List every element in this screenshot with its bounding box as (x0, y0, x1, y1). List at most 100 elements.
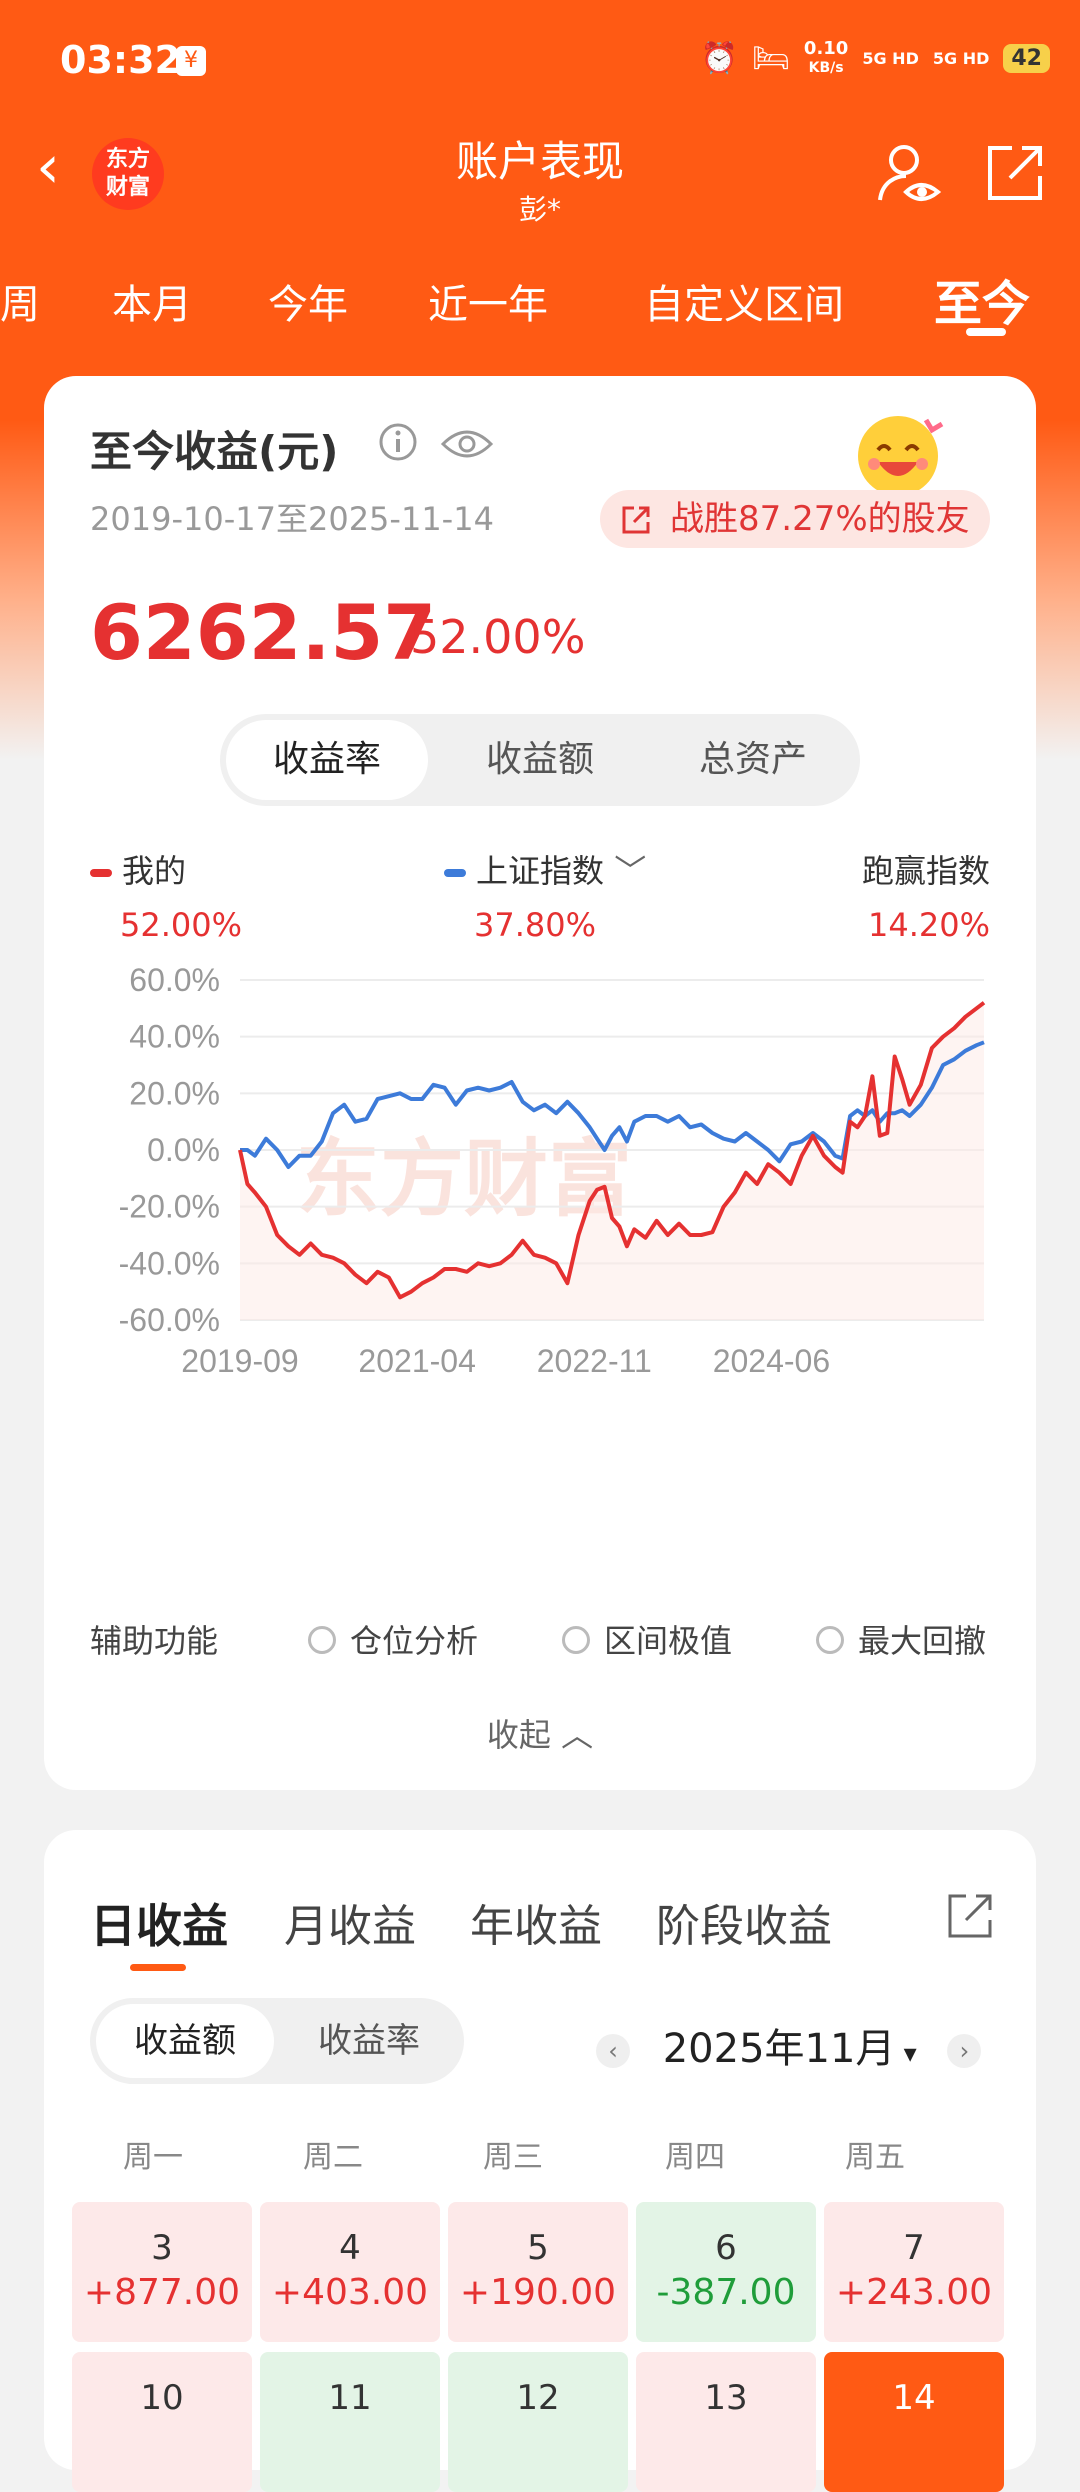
day-cell[interactable]: 11 (260, 2352, 440, 2492)
eye-icon[interactable] (440, 426, 494, 462)
net-speed: 0.10 KB/s (803, 38, 849, 77)
share-small-icon (622, 506, 650, 534)
legend-mine-swatch (90, 869, 112, 877)
day-cell[interactable]: 5 +190.00 (448, 2202, 628, 2342)
tab-custom-range[interactable]: 自定义区间 (644, 282, 844, 328)
status-time: 03:32 (60, 38, 181, 82)
info-icon[interactable] (378, 422, 418, 462)
tab-week[interactable]: 周 (0, 282, 40, 328)
y-tick-label: 20.0% (129, 1075, 220, 1111)
day-cell[interactable]: 7 +243.00 (824, 2202, 1004, 2342)
bed-icon: 🛏 (751, 41, 790, 76)
option-range-extremes[interactable]: 区间极值 (562, 1616, 732, 1662)
tab-total-assets[interactable]: 总资产 (698, 739, 807, 780)
legend-index-swatch (444, 869, 466, 877)
chevron-left-icon[interactable]: ‹ (596, 2034, 630, 2068)
radio-icon (308, 1626, 336, 1654)
weekday-mon: 周一 (123, 2140, 183, 2175)
chevron-up-icon: ︿ (561, 1716, 594, 1754)
weekday-thu: 周四 (665, 2140, 725, 2175)
period-tabs: 周 本月 今年 近一年 自定义区间 至今 (0, 272, 1080, 336)
performance-card: 至今收益(元) 2019-10-17至2025-11-14 战胜87.27%的股… (44, 376, 1036, 1790)
radio-icon (816, 1626, 844, 1654)
income-calendar-card: 日收益 月收益 年收益 阶段收益 收益额 收益率 ‹ 2025年11月 ▾ › … (44, 1830, 1036, 2492)
radio-icon (562, 1626, 590, 1654)
y-tick-label: -40.0% (119, 1245, 220, 1281)
month-selector: ‹ 2025年11月 ▾ › (596, 2016, 982, 2074)
series-index-line (240, 1040, 985, 1169)
tab-last-year[interactable]: 近一年 (428, 282, 548, 328)
beat-peers-text: 战胜87.27%的股友 (670, 499, 970, 539)
legend-mine: 我的 52.00% (90, 846, 242, 944)
x-tick-label: 2021-04 (358, 1343, 475, 1379)
signal-icon: 5G HD (862, 49, 919, 68)
tab-daily-income[interactable]: 日收益 (90, 1899, 228, 1953)
signal-icon-2: 5G HD (932, 49, 990, 68)
x-tick-label: 2024-06 (713, 1343, 830, 1379)
back-button[interactable]: ‹ (36, 132, 60, 202)
day-cell[interactable]: 3 +877.00 (72, 2202, 252, 2342)
y-tick-label: -60.0% (119, 1302, 220, 1338)
aux-label: 辅助功能 (90, 1622, 219, 1660)
legend-outperform-label: 跑赢指数 (862, 852, 991, 890)
legend-index-label: 上证指数 (476, 852, 605, 890)
tab-income-amount[interactable]: 收益额 (96, 2004, 274, 2078)
tab-monthly-income[interactable]: 月收益 (284, 1901, 416, 1952)
share-icon[interactable] (944, 1890, 996, 1942)
day-cell[interactable]: 4 +403.00 (260, 2202, 440, 2342)
beat-peers-badge[interactable]: 战胜87.27%的股友 (600, 490, 990, 548)
day-cell[interactable]: 6 -387.00 (636, 2202, 816, 2342)
legend-index-value: 37.80% (474, 906, 597, 944)
legend-outperform: 跑赢指数 14.20% (862, 846, 990, 944)
tab-return-amount[interactable]: 收益额 (485, 739, 594, 780)
x-tick-label: 2019-09 (181, 1343, 298, 1379)
tab-yearly-income[interactable]: 年收益 (470, 1901, 602, 1952)
x-tick-label: 2022-11 (537, 1343, 652, 1379)
legend-index[interactable]: 上证指数 ﹀ 37.80% (444, 846, 646, 944)
y-tick-label: 60.0% (129, 962, 220, 998)
active-tab-indicator (130, 1964, 186, 1971)
tab-this-month[interactable]: 本月 (112, 282, 192, 328)
account-name: 彭* (518, 193, 561, 226)
y-tick-label: -20.0% (119, 1189, 220, 1225)
tab-this-year[interactable]: 今年 (268, 282, 348, 328)
option-position-analysis[interactable]: 仓位分析 (308, 1616, 478, 1662)
total-profit-amount: 6262.57 (90, 588, 437, 677)
day-cell[interactable]: 10 (72, 2352, 252, 2492)
day-cell-today[interactable]: 14 (824, 2352, 1004, 2492)
collapse-button[interactable]: 收起 ︿ (486, 1716, 594, 1754)
privacy-user-icon[interactable] (876, 142, 942, 208)
calendar-metric-toggle: 收益额 收益率 (90, 1998, 464, 2084)
weekday-fri: 周五 (845, 2140, 905, 2175)
tab-return-rate[interactable]: 收益率 (226, 720, 428, 800)
y-tick-label: 0.0% (147, 1132, 220, 1168)
legend-mine-label: 我的 (122, 852, 187, 890)
total-profit-percent: 52.00% (410, 610, 586, 664)
status-icons: ⏰ 🛏 0.10 KB/s 5G HD 5G HD 42 (700, 40, 1050, 77)
tab-income-rate[interactable]: 收益率 (318, 2021, 420, 2061)
share-icon[interactable] (984, 142, 1046, 204)
app-logo: 东方 财富 (92, 138, 164, 210)
return-line-chart: 东方财富 60.0% 40.0% 20.0% 0.0% -20.0% -40.0% -60.… (119, 962, 986, 1379)
weekday-wed: 周三 (483, 2140, 543, 2175)
wallet-notification-icon: ¥ (176, 46, 206, 76)
page-title: 账户表现 (455, 137, 624, 186)
metric-toggle: 收益率 收益额 总资产 (220, 714, 860, 806)
day-cell[interactable]: 13 (636, 2352, 816, 2492)
option-max-drawdown[interactable]: 最大回撤 (816, 1616, 986, 1662)
active-tab-indicator (966, 328, 1006, 336)
legend-outperform-value: 14.20% (868, 906, 991, 944)
chevron-right-icon[interactable]: › (947, 2034, 982, 2068)
battery-icon: 42 (1003, 44, 1050, 73)
current-month[interactable]: 2025年11月 (662, 2026, 896, 2072)
summary-title: 至今收益(元) (90, 427, 339, 476)
dropdown-arrow-icon[interactable]: ▾ (895, 2039, 917, 2069)
y-tick-label: 40.0% (129, 1019, 220, 1055)
day-cell[interactable]: 12 (448, 2352, 628, 2492)
tab-stage-income[interactable]: 阶段收益 (656, 1901, 832, 1952)
date-range: 2019-10-17至2025-11-14 (90, 500, 494, 538)
tab-to-date[interactable]: 至今 (934, 276, 1031, 332)
weekday-tue: 周二 (303, 2140, 363, 2175)
chevron-down-icon: ﹀ (604, 852, 647, 890)
series-mine-area (240, 1002, 984, 1320)
